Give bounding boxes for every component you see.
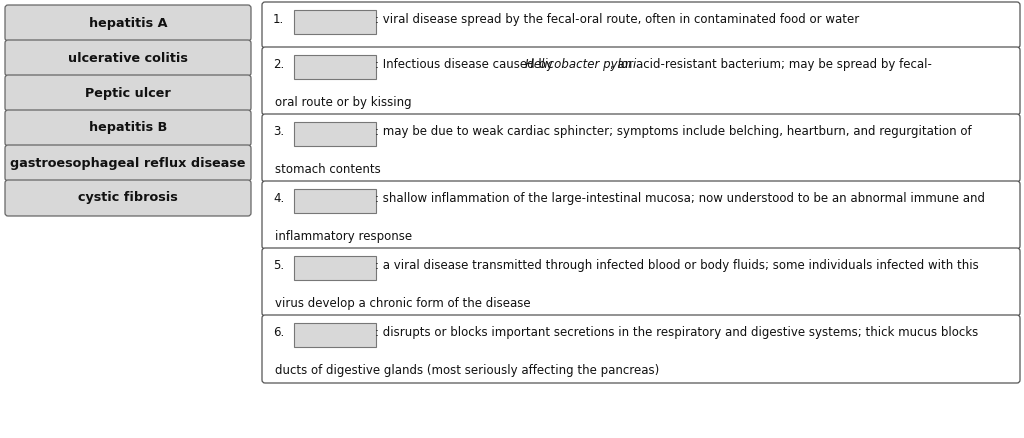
Text: oral route or by kissing: oral route or by kissing bbox=[275, 96, 412, 109]
Text: ulcerative colitis: ulcerative colitis bbox=[68, 52, 188, 64]
Text: , an acid-resistant bacterium; may be spread by fecal-: , an acid-resistant bacterium; may be sp… bbox=[610, 58, 932, 71]
FancyBboxPatch shape bbox=[294, 256, 376, 280]
Text: 3.: 3. bbox=[273, 125, 284, 138]
Text: : may be due to weak cardiac sphincter; symptoms include belching, heartburn, an: : may be due to weak cardiac sphincter; … bbox=[375, 125, 972, 138]
Text: : shallow inflammation of the large-intestinal mucosa; now understood to be an a: : shallow inflammation of the large-inte… bbox=[375, 192, 985, 205]
Text: : viral disease spread by the fecal-oral route, often in contaminated food or wa: : viral disease spread by the fecal-oral… bbox=[375, 13, 859, 26]
Text: 4.: 4. bbox=[273, 192, 285, 205]
FancyBboxPatch shape bbox=[5, 180, 251, 216]
FancyBboxPatch shape bbox=[262, 47, 1020, 115]
FancyBboxPatch shape bbox=[294, 122, 376, 146]
FancyBboxPatch shape bbox=[294, 10, 376, 34]
Text: stomach contents: stomach contents bbox=[275, 163, 381, 176]
FancyBboxPatch shape bbox=[294, 189, 376, 213]
Text: 1.: 1. bbox=[273, 13, 285, 26]
FancyBboxPatch shape bbox=[262, 315, 1020, 383]
FancyBboxPatch shape bbox=[262, 181, 1020, 249]
Text: inflammatory response: inflammatory response bbox=[275, 230, 412, 243]
Text: hepatitis B: hepatitis B bbox=[89, 121, 167, 134]
FancyBboxPatch shape bbox=[294, 55, 376, 79]
Text: : a viral disease transmitted through infected blood or body fluids; some indivi: : a viral disease transmitted through in… bbox=[375, 259, 979, 272]
Text: : Infectious disease caused by: : Infectious disease caused by bbox=[375, 58, 557, 71]
Text: ducts of digestive glands (most seriously affecting the pancreas): ducts of digestive glands (most seriousl… bbox=[275, 364, 659, 377]
Text: 6.: 6. bbox=[273, 326, 285, 339]
FancyBboxPatch shape bbox=[5, 5, 251, 41]
FancyBboxPatch shape bbox=[5, 75, 251, 111]
FancyBboxPatch shape bbox=[5, 110, 251, 146]
FancyBboxPatch shape bbox=[262, 2, 1020, 48]
FancyBboxPatch shape bbox=[294, 323, 376, 347]
Text: gastroesophageal reflux disease: gastroesophageal reflux disease bbox=[10, 156, 246, 170]
Text: virus develop a chronic form of the disease: virus develop a chronic form of the dise… bbox=[275, 297, 530, 310]
FancyBboxPatch shape bbox=[262, 248, 1020, 316]
Text: Helicobacter pylori: Helicobacter pylori bbox=[525, 58, 637, 71]
FancyBboxPatch shape bbox=[262, 114, 1020, 182]
Text: hepatitis A: hepatitis A bbox=[89, 17, 167, 29]
Text: Peptic ulcer: Peptic ulcer bbox=[85, 86, 171, 99]
FancyBboxPatch shape bbox=[5, 145, 251, 181]
Text: : disrupts or blocks important secretions in the respiratory and digestive syste: : disrupts or blocks important secretion… bbox=[375, 326, 978, 339]
FancyBboxPatch shape bbox=[5, 40, 251, 76]
Text: 2.: 2. bbox=[273, 58, 285, 71]
Text: 5.: 5. bbox=[273, 259, 284, 272]
Text: cystic fibrosis: cystic fibrosis bbox=[78, 191, 178, 205]
